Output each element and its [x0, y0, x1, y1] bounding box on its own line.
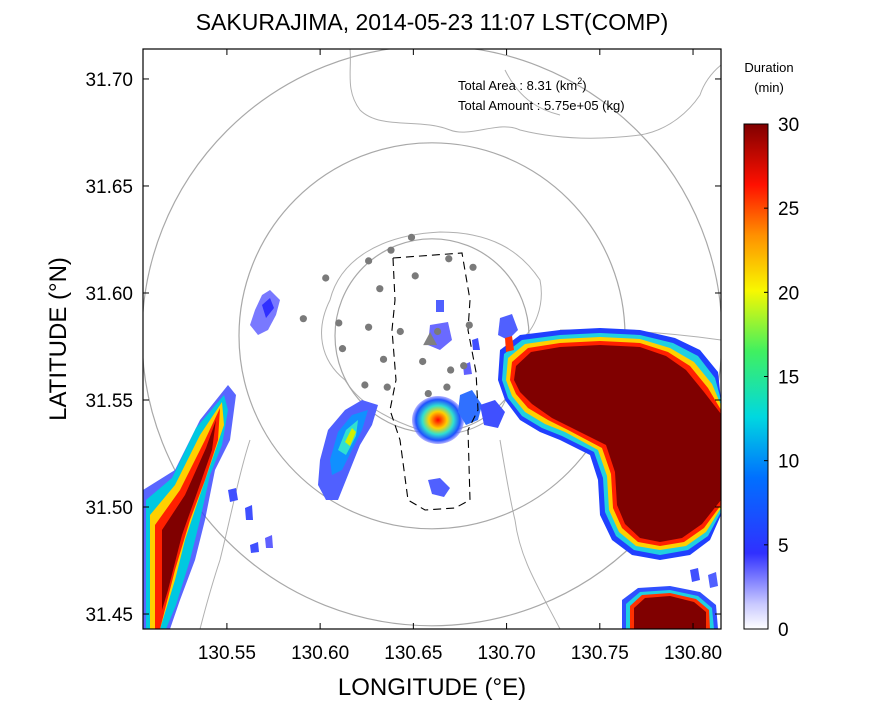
station-dot	[322, 274, 330, 282]
station-dot	[465, 321, 473, 329]
x-tick-label: 130.65	[384, 643, 442, 664]
range-ring-outer	[143, 49, 721, 627]
station-dot	[365, 323, 373, 331]
ash-region-central-plume	[412, 300, 505, 497]
station-dot	[379, 355, 388, 363]
colorbar: Duration (min) 0 5 10 15 20 25 30	[743, 60, 799, 641]
station-dot	[419, 357, 427, 366]
station-dot	[338, 345, 347, 353]
ash-region-northwest-patch	[250, 290, 280, 335]
station-dot	[433, 327, 442, 336]
colorbar-tick-label: 30	[778, 115, 799, 136]
ash-region-west-coast-band	[143, 385, 273, 629]
station-dot	[335, 319, 343, 327]
y-axis-label: LATITUDE (°N)	[45, 257, 72, 421]
colorbar-tick-label: 15	[778, 368, 799, 389]
station-dot	[445, 255, 453, 263]
colorbar-title-line1: Duration	[744, 60, 793, 75]
station-dot	[383, 383, 391, 391]
station-dot	[407, 233, 416, 241]
vent-marker	[423, 332, 438, 346]
station-dot	[365, 257, 373, 265]
total-area-unit-close: )	[582, 78, 586, 93]
colorbar-ticks: 0 5 10 15 20 25 30	[764, 115, 799, 641]
station-dot	[376, 285, 384, 293]
x-tick-label: 130.70	[478, 643, 536, 664]
x-tick-label: 130.80	[664, 643, 722, 664]
x-axis-ticks: 130.55 130.60 130.65 130.70 130.75 130.80	[198, 49, 722, 664]
station-markers	[299, 233, 477, 398]
x-tick-label: 130.75	[571, 643, 629, 664]
y-tick-label: 31.55	[85, 391, 133, 412]
y-tick-label: 31.45	[85, 605, 133, 626]
total-area-annotation: Total Area : 8.31 (km2)	[458, 76, 587, 93]
colorbar-title-line2: (min)	[754, 80, 784, 95]
x-tick-label: 130.60	[291, 643, 349, 664]
total-area-unit-superscript: 2	[577, 76, 582, 86]
station-dot	[361, 381, 369, 389]
y-tick-label: 31.50	[85, 498, 133, 519]
station-dot	[447, 366, 455, 374]
station-dot	[396, 327, 404, 336]
colorbar-tick-label: 10	[778, 452, 799, 473]
station-dot	[387, 246, 395, 254]
station-dot	[443, 383, 451, 391]
station-dot	[469, 263, 477, 271]
total-area-text: Total Area : 8.31 (km	[458, 78, 577, 93]
colorbar-tick-label: 0	[778, 620, 789, 641]
plot-area	[143, 49, 721, 629]
colorbar-tick-label: 5	[778, 536, 789, 557]
y-tick-label: 31.60	[85, 284, 133, 305]
total-amount-annotation: Total Amount : 5.75e+05 (kg)	[458, 98, 625, 113]
ash-region-southwest-plume	[318, 400, 378, 500]
y-tick-label: 31.65	[85, 177, 133, 198]
y-tick-label: 31.70	[85, 70, 133, 91]
colorbar-tick-label: 25	[778, 199, 799, 220]
station-dot	[411, 272, 419, 280]
colorbar-tick-label: 20	[778, 283, 799, 304]
plot-frame	[142, 48, 722, 630]
ash-region-southeast-patch	[622, 568, 718, 629]
y-axis-ticks: 31.45 31.50 31.55 31.60 31.65 31.70	[85, 70, 721, 626]
ash-regions	[143, 290, 721, 629]
x-axis-label: LONGITUDE (°E)	[338, 674, 526, 701]
station-dot	[299, 315, 307, 323]
ash-region-east-plume	[498, 314, 721, 560]
station-dot	[460, 362, 468, 370]
chart-title: SAKURAJIMA, 2014-05-23 11:07 LST(COMP)	[196, 9, 669, 35]
station-dot	[424, 389, 432, 398]
x-tick-label: 130.55	[198, 643, 256, 664]
deposit-outline	[389, 252, 479, 511]
